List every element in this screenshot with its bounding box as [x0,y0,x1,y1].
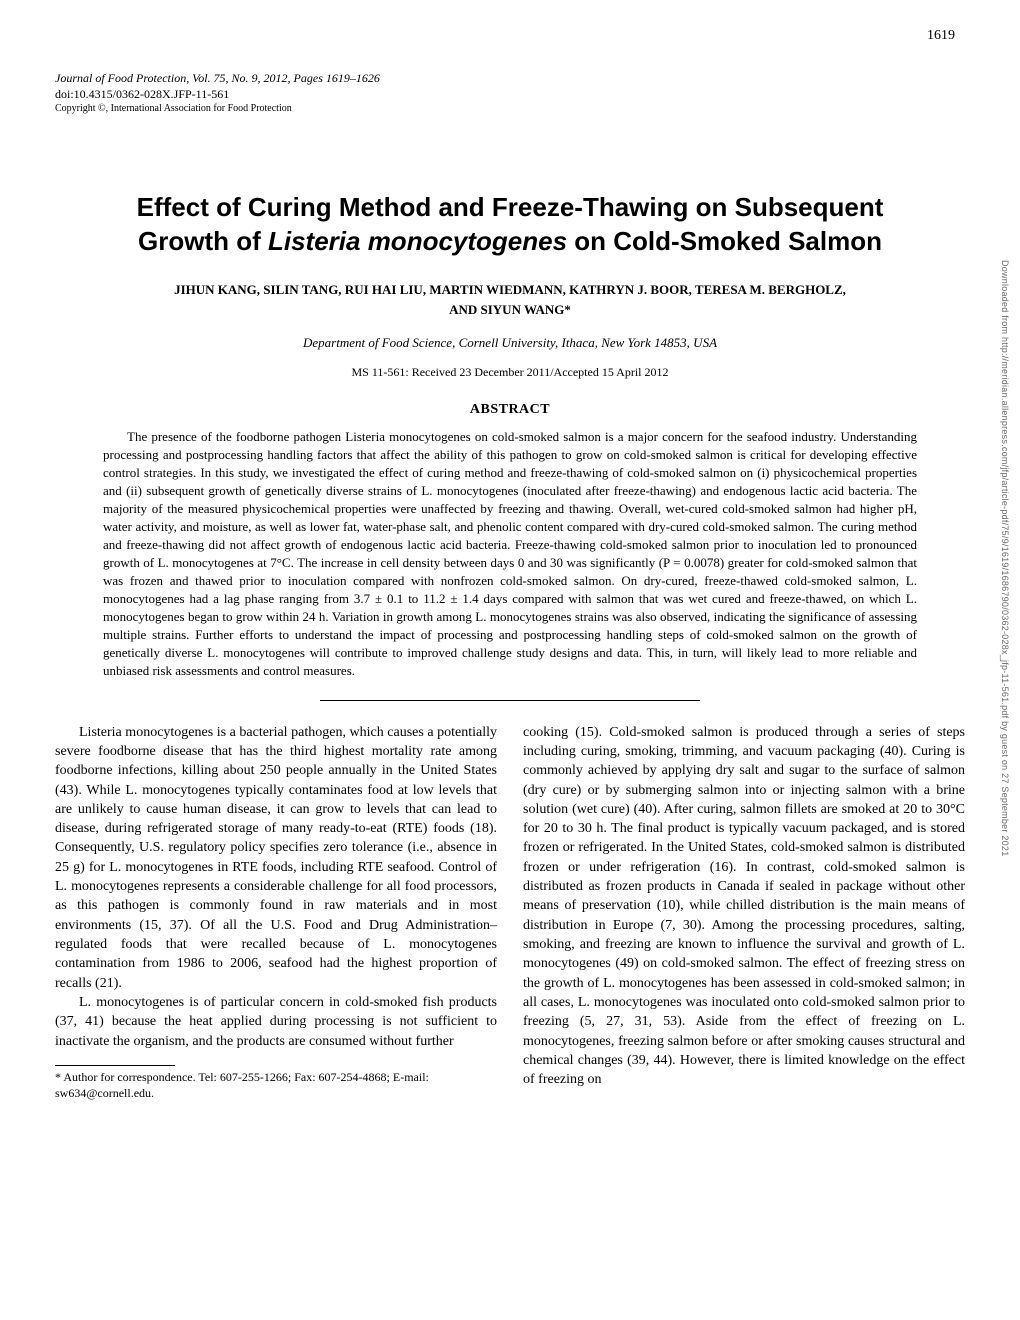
body-columns: Listeria monocytogenes is a bacterial pa… [55,723,965,1102]
authors-line-2-and: AND [449,302,480,317]
authors-line-2-rest: SIYUN WANG* [481,302,571,317]
journal-line-3: Copyright ©, International Association f… [55,102,965,116]
authors-line-1: JIHUN KANG, SILIN TANG, RUI HAI LIU, MAR… [174,282,846,297]
title-line-2-pre: Growth of [138,226,268,256]
abstract-heading: ABSTRACT [55,402,965,418]
title-line-2-post: on Cold-Smoked Salmon [567,226,882,256]
footnote-rule [55,1065,175,1066]
author-list: JIHUN KANG, SILIN TANG, RUI HAI LIU, MAR… [55,280,965,319]
title-line-1: Effect of Curing Method and Freeze-Thawi… [137,192,884,222]
affiliation: Department of Food Science, Cornell Univ… [55,335,965,351]
article-title: Effect of Curing Method and Freeze-Thawi… [55,191,965,259]
journal-line-1: Journal of Food Protection, Vol. 75, No.… [55,70,965,86]
page-number: 1619 [927,28,955,44]
abstract-body: The presence of the foodborne pathogen L… [103,428,917,679]
right-para-1: cooking (15). Cold-smoked salmon is prod… [523,723,965,1090]
left-column: Listeria monocytogenes is a bacterial pa… [55,723,497,1102]
left-para-2: L. monocytogenes is of particular concer… [55,993,497,1051]
journal-line-2: doi:10.4315/0362-028X.JFP-11-561 [55,86,965,102]
journal-header: Journal of Food Protection, Vol. 75, No.… [55,70,965,116]
manuscript-info: MS 11-561: Received 23 December 2011/Acc… [55,365,965,380]
section-divider [320,700,700,701]
download-watermark: Downloaded from http://meridian.allenpre… [1000,260,1010,856]
title-line-2-italic: Listeria monocytogenes [268,226,567,256]
left-para-1: Listeria monocytogenes is a bacterial pa… [55,723,497,993]
correspondence-footnote: * Author for correspondence. Tel: 607-25… [55,1070,497,1101]
right-column: cooking (15). Cold-smoked salmon is prod… [523,723,965,1102]
